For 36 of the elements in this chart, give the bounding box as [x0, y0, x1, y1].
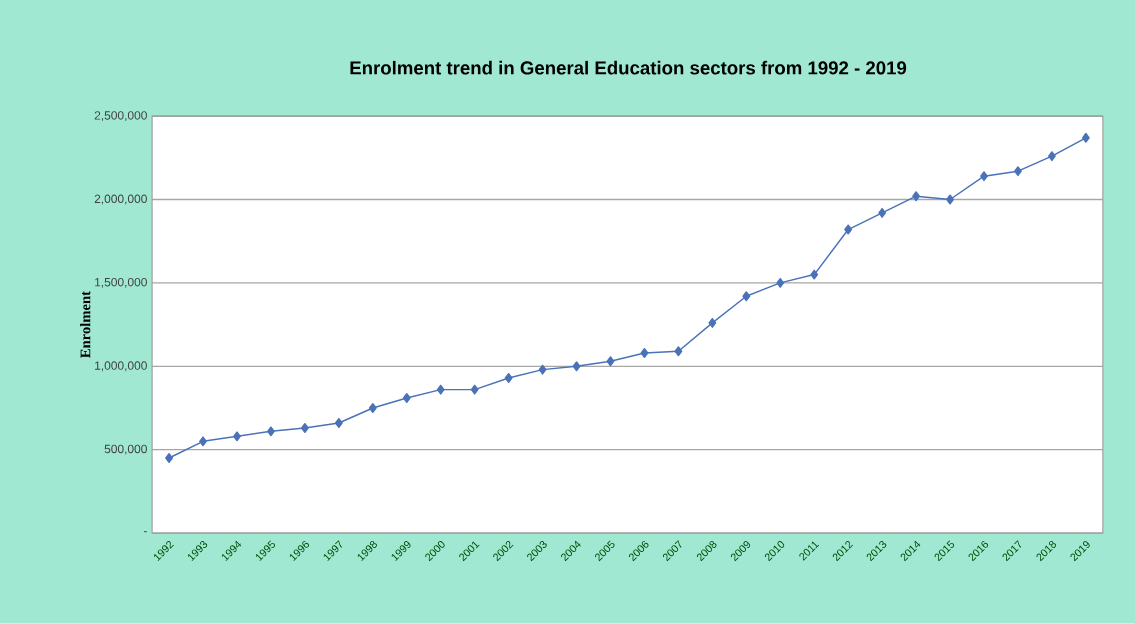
point [912, 191, 921, 202]
y-tick-label: 500,000 [104, 444, 147, 455]
point [538, 364, 547, 375]
point [470, 384, 479, 395]
point [1047, 151, 1056, 162]
point [1014, 166, 1022, 177]
point [776, 277, 785, 288]
point [504, 373, 513, 384]
point [233, 431, 241, 442]
y-tick-label: 1,500,000 [95, 278, 147, 288]
point [402, 393, 411, 404]
point [946, 194, 954, 205]
point [640, 348, 649, 358]
point [334, 418, 343, 429]
point [708, 318, 717, 328]
point [572, 361, 581, 372]
point [810, 269, 819, 280]
point [300, 423, 309, 434]
y-tick-label: 2,500,000 [94, 111, 147, 122]
point [878, 207, 887, 218]
y-axis-title: Enrolment [80, 291, 91, 358]
point [165, 453, 173, 464]
point [844, 224, 853, 235]
y-tick-label: 2,000,000 [94, 194, 147, 205]
point [674, 346, 683, 357]
chart-title: Enrolment trend in General Education sectors from 1992 - 2019 [350, 60, 907, 75]
point [436, 384, 445, 395]
point [267, 426, 275, 437]
point [1081, 132, 1090, 143]
point [980, 171, 988, 182]
y-tick-label: 1,000,000 [95, 361, 147, 372]
point [606, 356, 615, 367]
point [368, 403, 377, 414]
point [199, 436, 207, 447]
y-tick-label: - [143, 531, 147, 533]
point [742, 291, 751, 302]
